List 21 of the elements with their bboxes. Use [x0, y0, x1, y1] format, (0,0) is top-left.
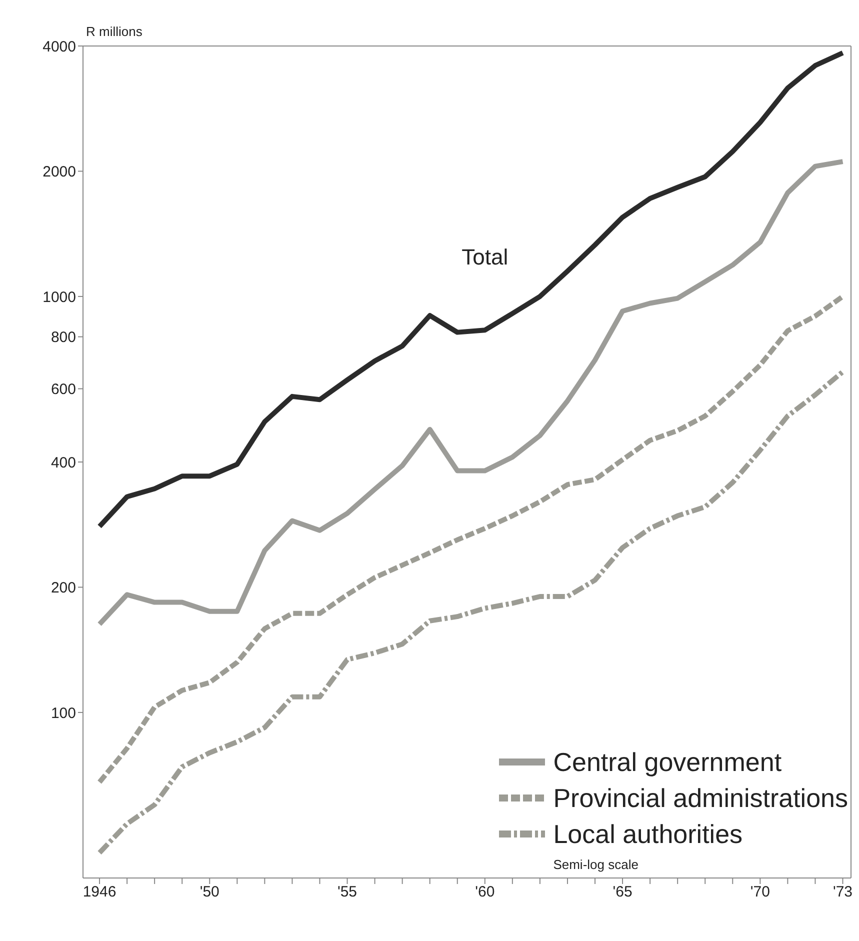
- legend-label: Provincial administrations: [553, 782, 848, 815]
- y-tick-label: 4000: [42, 38, 76, 56]
- legend-label: Local authorities: [553, 818, 743, 851]
- y-tick-label: 600: [50, 381, 76, 398]
- x-tick-label: '73: [832, 884, 853, 901]
- y-tick-label: 2000: [42, 164, 76, 181]
- y-axis-title: R millions: [86, 24, 142, 39]
- y-tick-label: 200: [50, 580, 76, 597]
- y-tick-label: 800: [50, 329, 76, 346]
- x-tick-label: 1946: [82, 884, 116, 901]
- x-tick-label: '65: [612, 884, 632, 901]
- legend-label: Central government: [553, 746, 782, 779]
- y-tick-label: 1000: [42, 288, 76, 306]
- y-tick-label: 100: [50, 704, 76, 722]
- series-label: Total: [462, 244, 508, 270]
- x-tick-label: '55: [337, 884, 358, 901]
- x-tick-label: '70: [750, 884, 770, 901]
- annotation: Semi-log scale: [553, 856, 640, 874]
- y-tick-label: 400: [50, 454, 76, 472]
- x-tick-label: '60: [475, 884, 495, 901]
- x-tick-label: '50: [200, 884, 220, 901]
